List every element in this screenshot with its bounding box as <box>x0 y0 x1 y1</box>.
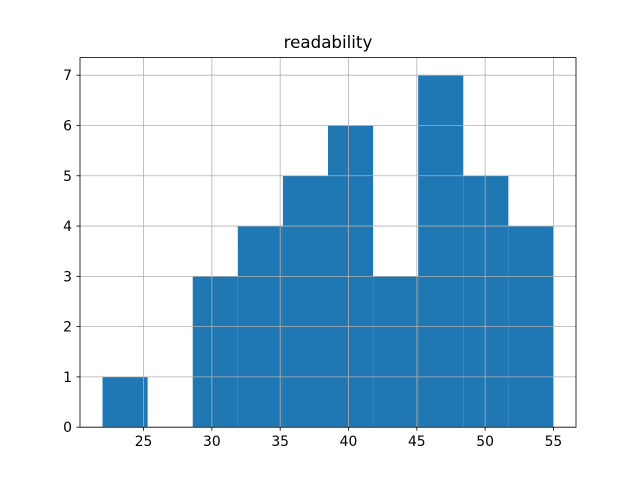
x-tick-label: 50 <box>476 434 494 450</box>
ticks-group <box>76 74 554 431</box>
bars-group <box>102 75 554 428</box>
x-tick-label: 30 <box>203 434 221 450</box>
histogram-bar <box>282 175 328 428</box>
y-tick-label: 1 <box>63 370 72 386</box>
chart-title: readability <box>284 32 373 52</box>
y-tick-label: 6 <box>63 118 72 134</box>
x-tick-label: 40 <box>340 434 358 450</box>
histogram-bar <box>373 276 419 428</box>
plot-border <box>79 57 577 428</box>
y-tick-label: 2 <box>63 320 72 336</box>
histogram-bar <box>192 276 238 428</box>
x-tick-label: 35 <box>271 434 289 450</box>
x-tick-label: 55 <box>545 434 563 450</box>
y-tick-label: 5 <box>63 169 72 185</box>
x-tick-label: 45 <box>408 434 426 450</box>
histogram-bar <box>463 175 509 428</box>
plot-border-group <box>79 57 577 428</box>
y-tick-label: 3 <box>63 269 72 285</box>
y-tick-label: 7 <box>63 68 72 84</box>
histogram-bar <box>102 376 148 428</box>
histogram-bar <box>418 75 464 428</box>
y-tick-label: 4 <box>63 219 72 235</box>
x-tick-label: 25 <box>135 434 153 450</box>
y-tick-label: 0 <box>63 420 72 436</box>
